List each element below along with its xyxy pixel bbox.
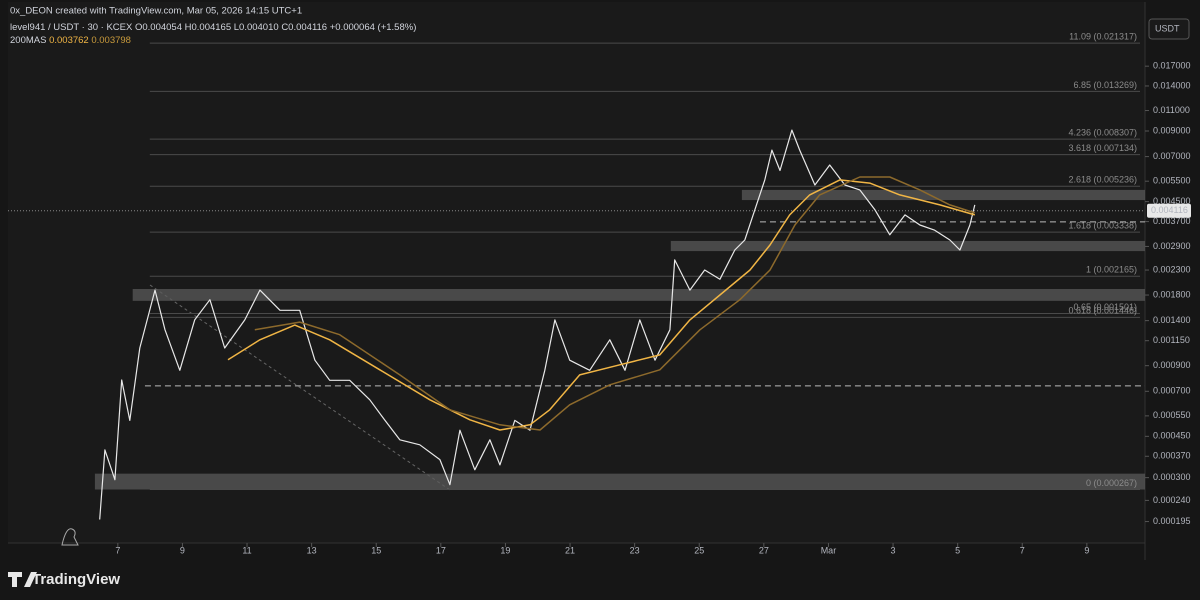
y-tick-label: 0.001400: [1153, 315, 1191, 325]
indicator-line: 200MAS 0.003762 0.003798: [10, 35, 131, 46]
currency[interactable]: USDT: [1155, 23, 1180, 33]
fib-label: 4.236 (0.008307): [1068, 128, 1137, 138]
last-price-label: 0.004116: [1151, 205, 1188, 215]
x-tick-label: 19: [500, 545, 510, 555]
y-tick-label: 0.001150: [1153, 335, 1190, 345]
x-tick-label: 5: [955, 545, 960, 555]
x-tick-label: 13: [307, 545, 317, 555]
zone: [132, 288, 1146, 301]
plot-area: [8, 2, 1145, 543]
ohlc: +0.000064 (+1.58%): [330, 22, 417, 33]
legend-line: level941 / USDT · 30 · KCEX O0.004054 H0…: [10, 22, 416, 33]
zone: [94, 473, 1146, 490]
y-tick-label: 0.000195: [1153, 516, 1191, 526]
brand-logo: [8, 572, 37, 587]
indicator: 200MAS: [10, 35, 46, 46]
credit: 0x_DEON created with TradingView.com, Ma…: [10, 6, 302, 17]
series-line: [227, 179, 976, 431]
symbol: level941 / USDT · 30 · KCEX: [10, 22, 133, 33]
logo-icon: [61, 528, 79, 546]
y-tick-label: 0.002900: [1153, 241, 1191, 251]
x-tick-label: 17: [436, 545, 446, 555]
y-tick-label: 0.000370: [1153, 451, 1191, 461]
fib-label: 0 (0.000267): [1086, 478, 1137, 488]
y-tick-label: 0.011000: [1153, 105, 1190, 115]
x-tick-label: 3: [891, 545, 896, 555]
fib-label: 1.618 (0.003338): [1068, 220, 1137, 230]
y-tick-label: 0.004500: [1153, 196, 1191, 206]
x-tick-label: 9: [180, 545, 185, 555]
y-tick-label: 0.009000: [1153, 125, 1191, 135]
y-tick-label: 0.000240: [1153, 495, 1191, 505]
x-tick-label: 15: [371, 545, 381, 555]
y-tick-label: 0.007000: [1153, 151, 1191, 161]
fib-label: 6.85 (0.013269): [1073, 80, 1137, 90]
x-tick-label: 9: [1084, 545, 1089, 555]
x-tick-label: 11: [242, 545, 251, 555]
fib-label: 3.618 (0.007134): [1068, 143, 1137, 153]
trend-line: [149, 284, 451, 491]
y-tick-label: 0.017000: [1153, 61, 1191, 71]
ohlc: L0.004010: [234, 22, 279, 33]
y-tick-label: 0.005500: [1153, 176, 1191, 186]
indicator-value: 0.003762: [49, 35, 89, 46]
zone: [741, 189, 1145, 201]
ohlc: C0.004116: [281, 22, 327, 33]
x-tick-label: 7: [1020, 545, 1025, 555]
x-tick-label: 23: [630, 545, 640, 555]
x-tick-label: 21: [565, 545, 575, 555]
brand: TradingView: [32, 571, 120, 588]
ohlc: O0.004054: [135, 22, 182, 33]
zone: [670, 240, 1145, 252]
fib-label: 0.65 (0.001501): [1073, 302, 1137, 312]
y-tick-label: 0.014000: [1153, 80, 1191, 90]
y-tick-label: 0.000700: [1153, 386, 1191, 396]
series-line: [254, 176, 976, 431]
x-tick-label: 27: [759, 545, 769, 555]
x-tick-label: 7: [115, 545, 120, 555]
x-tick-label: 25: [694, 545, 704, 555]
x-tick-label: Mar: [821, 545, 837, 555]
y-tick-label: 0.000550: [1153, 410, 1191, 420]
fib-label: 11.09 (0.021317): [1069, 31, 1137, 41]
fib-label: 2.618 (0.005236): [1068, 175, 1137, 185]
indicator-value: 0.003798: [91, 35, 131, 46]
series-line: [99, 129, 976, 520]
fib-label: 1 (0.002165): [1086, 265, 1137, 275]
currency-box[interactable]: [1148, 18, 1190, 40]
y-tick-label: 0.000300: [1153, 472, 1191, 482]
last-price-box: [1147, 203, 1191, 218]
y-tick-label: 0.001800: [1153, 289, 1191, 299]
fib-label: 0.618 (0.001446): [1068, 306, 1137, 316]
y-tick-label: 0.002300: [1153, 264, 1191, 274]
y-tick-label: 0.000450: [1153, 431, 1191, 441]
y-tick-label: 0.000900: [1153, 360, 1191, 370]
y-tick-label: 0.003700: [1153, 216, 1191, 226]
ohlc: H0.004165: [185, 22, 231, 33]
